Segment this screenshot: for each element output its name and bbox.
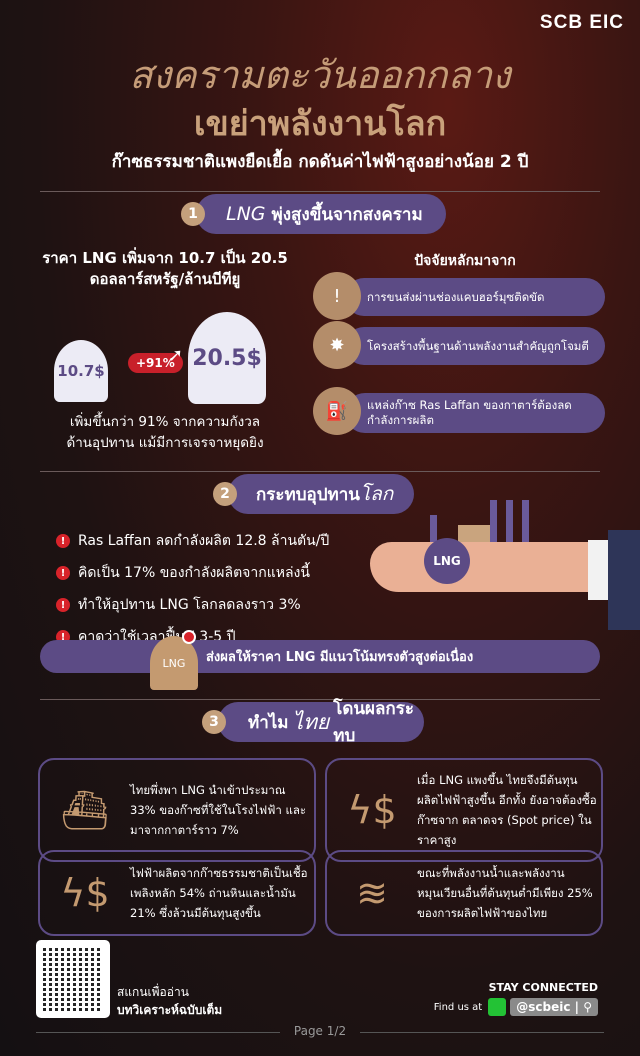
arrow-icon: ➚: [168, 345, 184, 366]
footer-line-left: [36, 1032, 280, 1033]
alert-icon: !: [56, 534, 70, 548]
social-row: Find us at @scbeic | ⚲: [434, 998, 598, 1016]
divider: [40, 471, 600, 472]
line-icon[interactable]: [488, 998, 507, 1016]
impact-bullets: ! Ras Laffan ลดกำลังผลิต 12.8 ล้านตัน/ปี!…: [56, 530, 329, 648]
bullet-text: คิดเป็น 17% ของกำลังผลิตจากแหล่งนี้: [78, 565, 310, 581]
section1-title-en: LNG: [226, 203, 266, 225]
qr-code[interactable]: [36, 940, 110, 1018]
title-line1: สงครามตะวันออกกลาง: [129, 53, 511, 97]
factors-title: ปัจจัยหลักมาจาก: [414, 253, 516, 269]
impact-bullet: ! Ras Laffan ลดกำลังผลิต 12.8 ล้านตัน/ปี: [56, 530, 329, 552]
factor-text: โครงสร้างพื้นฐานด้านพลังงานสำคัญถูกโจมตี: [367, 338, 589, 353]
social-handle[interactable]: @scbeic | ⚲: [510, 998, 598, 1016]
price-line2: ดอลลาร์สหรัฐ/ล้านบีทียู: [89, 270, 241, 288]
electricity-cost-chart-icon: ϟ$: [60, 870, 110, 915]
shirt-cuff: [588, 540, 610, 600]
hand-illustration: [370, 542, 610, 592]
price-text: ราคา LNG เพิ่มจาก 10.7 เป็น 20.5 ดอลลาร์…: [20, 248, 310, 290]
ship-icon: ⛴: [60, 787, 110, 832]
change-badge: +91%: [128, 353, 183, 373]
section2-title-italic: โลก: [359, 483, 394, 505]
section1-number: 1: [181, 202, 205, 226]
factor-item: การขนส่งผ่านช่องแคบฮอร์มุซติดขัด: [345, 278, 605, 316]
card-text: ไทยพึ่งพา LNG นำเข้าประมาณ 33% ของก๊าซที…: [130, 782, 307, 838]
lng-price-banner: ส่งผลให้ราคา LNG มีแนวโน้มทรงตัวสูงต่อเน…: [40, 640, 600, 673]
impact-bullet: ! ทำให้อุปทาน LNG โลกลดลงราว 3%: [56, 594, 329, 616]
divider: [40, 191, 600, 192]
section2-title: กระทบอุปทาน: [256, 484, 360, 505]
increase-note: เพิ่มขึ้นกว่า 91% จากความกังวล ด้านอุปทา…: [20, 412, 310, 454]
title-line2: เขย่าพลังงานโลก: [193, 104, 447, 144]
reason-card: ⛴ ไทยพึ่งพา LNG นำเข้าประมาณ 33% ของก๊าซท…: [38, 758, 316, 862]
section3-title-pre: ทำไม: [248, 712, 289, 733]
lng-tank-icon: LNG: [150, 636, 198, 690]
power-cost-icon: ϟ$: [347, 787, 397, 832]
tank-after: 20.5$: [188, 312, 266, 404]
footer-line-right: [360, 1032, 604, 1033]
tank-before: 10.7$: [54, 340, 108, 402]
card-text: ขณะที่พลังงานน้ำและพลังงานหมุนเวียนอื่นท…: [417, 865, 593, 921]
card-text: เมื่อ LNG แพงขึ้น ไทยจึงมีต้นทุนผลิตไฟฟ้…: [417, 772, 597, 848]
handle-text: @scbeic: [516, 1000, 571, 1014]
ship-alert-icon: !: [313, 272, 361, 320]
qr-line1: สแกนเพื่ออ่าน: [117, 985, 189, 999]
reason-card: ϟ$ ไฟฟ้าผลิตจากก๊าซธรรมชาติเป็นเชื้อเพลิง…: [38, 850, 316, 936]
search-icon: | ⚲: [574, 1000, 592, 1014]
reason-card: ≋ ขณะที่พลังงานน้ำและพลังงานหมุนเวียนอื่น…: [325, 850, 603, 936]
section2-header: กระทบอุปทาน โลก: [228, 474, 414, 514]
factor-text: แหล่งก๊าซ Ras Laffan ของกาตาร์ต้องลดกำลั…: [367, 398, 572, 427]
stay-connected: STAY CONNECTED: [488, 981, 598, 994]
bullet-text: ทำให้อุปทาน LNG โลกลดลงราว 3%: [78, 597, 301, 613]
section3-number: 3: [202, 710, 226, 734]
find-us-label: Find us at: [433, 1001, 483, 1013]
price-line1: ราคา LNG เพิ่มจาก 10.7 เป็น 20.5: [42, 249, 288, 267]
lng-tank-hand: LNG: [424, 538, 470, 584]
factor-text: การขนส่งผ่านช่องแคบฮอร์มุซติดขัด: [367, 289, 545, 304]
note-line1: เพิ่มขึ้นกว่า 91% จากความกังวล: [69, 414, 261, 430]
alert-icon: !: [56, 566, 70, 580]
alert-icon: !: [56, 598, 70, 612]
alert-dot: [182, 630, 196, 644]
section3-title-italic: ไทย: [292, 709, 330, 734]
page-number: 1/2: [326, 1024, 347, 1038]
section3-header: ทำไม ไทย โดนผลกระทบ: [218, 699, 424, 746]
qr-line2: บทวิเคราะห์ฉบับเต็ม: [117, 1003, 223, 1017]
reason-card: ϟ$ เมื่อ LNG แพงขึ้น ไทยจึงมีต้นทุนผลิตไฟ…: [325, 758, 603, 862]
section1-title: พุ่งสูงขึ้นจากสงคราม: [271, 204, 423, 225]
hydro-dam-icon: ≋: [356, 870, 388, 915]
sleeve: [608, 530, 640, 630]
page-indicator: Page 1/2: [280, 1024, 360, 1038]
impact-bullet: ! คิดเป็น 17% ของกำลังผลิตจากแหล่งนี้: [56, 562, 329, 584]
qr-caption: สแกนเพื่ออ่าน บทวิเคราะห์ฉบับเต็ม: [117, 983, 222, 1019]
divider: [40, 699, 600, 700]
section2-number: 2: [213, 482, 237, 506]
bullet-text: Ras Laffan ลดกำลังผลิต 12.8 ล้านตัน/ปี: [78, 533, 330, 549]
missile-explosion-icon: ✸: [313, 321, 361, 369]
card-text: ไฟฟ้าผลิตจากก๊าซธรรมชาติเป็นเชื้อเพลิงหล…: [130, 865, 308, 921]
section1-header: LNG พุ่งสูงขึ้นจากสงคราม: [196, 194, 446, 234]
factor-item: โครงสร้างพื้นฐานด้านพลังงานสำคัญถูกโจมตี: [345, 327, 605, 365]
page-label: Page: [293, 1024, 323, 1038]
section3-title-post: โดนผลกระทบ: [333, 699, 414, 746]
scb-eic-logo: SCB EIC: [539, 12, 624, 33]
subtitle: ก๊าซธรรมชาติแพงยืดเยื้อ กดดันค่าไฟฟ้าสูง…: [111, 152, 529, 172]
factor-item: แหล่งก๊าซ Ras Laffan ของกาตาร์ต้องลดกำลั…: [345, 393, 605, 433]
note-line2: ด้านอุปทาน แม้มีการเจรจาหยุดยิง: [66, 434, 264, 451]
gas-plant-icon: ⛽: [313, 387, 361, 435]
